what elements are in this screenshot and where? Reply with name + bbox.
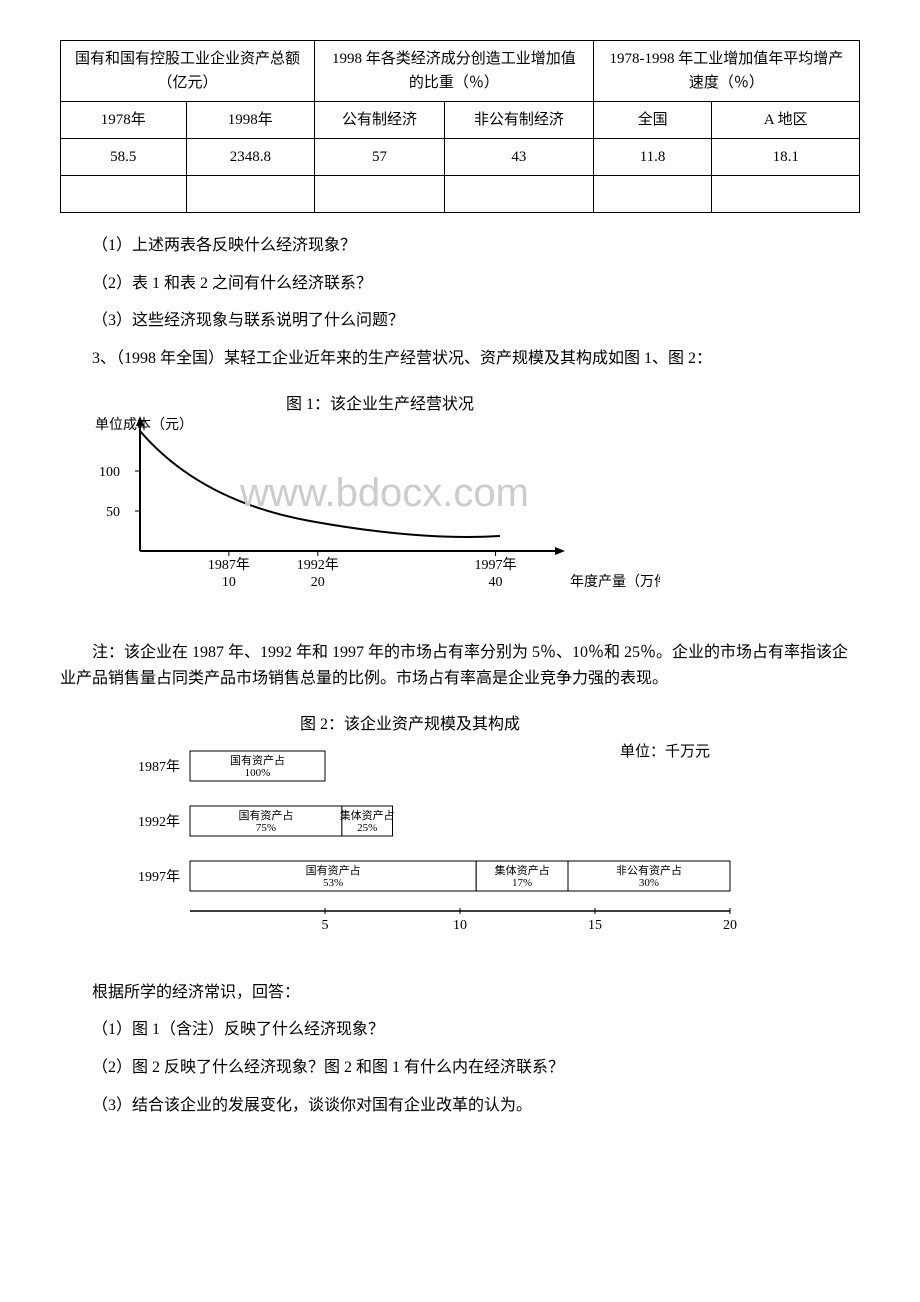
- svg-text:1997年: 1997年: [138, 869, 180, 885]
- svg-text:5: 5: [322, 918, 329, 933]
- question-2: （2）表 1 和表 2 之间有什么经济联系？: [60, 271, 860, 297]
- x-axis-arrow: [555, 547, 565, 555]
- chart-2-svg: 图 2：该企业资产规模及其构成 单位：千万元 1987年国有资产占100%199…: [60, 711, 760, 951]
- svg-text:20: 20: [723, 918, 737, 933]
- chart-1-title: 图 1：该企业生产经营状况: [286, 395, 474, 413]
- svg-text:10: 10: [222, 575, 236, 590]
- cell-national-val: 11.8: [593, 139, 712, 176]
- cell-1998-val: 2348.8: [186, 139, 315, 176]
- empty-cell: [61, 176, 187, 213]
- svg-text:50: 50: [106, 505, 120, 520]
- subhead-1998: 1998年: [186, 102, 315, 139]
- chart-1-xlabel: 年度产量（万件）: [570, 574, 660, 590]
- svg-text:1987年: 1987年: [138, 759, 180, 775]
- empty-cell: [712, 176, 860, 213]
- svg-text:15: 15: [588, 918, 602, 933]
- svg-text:100: 100: [99, 465, 120, 480]
- cell-region-a-val: 18.1: [712, 139, 860, 176]
- cell-1978-val: 58.5: [61, 139, 187, 176]
- svg-text:1992年: 1992年: [297, 557, 339, 573]
- chart-2-unit-label: 单位：千万元: [620, 743, 710, 760]
- subhead-public: 公有制经济: [315, 102, 445, 139]
- svg-text:10: 10: [453, 918, 467, 933]
- question-3: （3）这些经济现象与联系说明了什么问题？: [60, 308, 860, 334]
- svg-text:40: 40: [489, 575, 503, 590]
- cell-nonpublic-val: 43: [445, 139, 594, 176]
- empty-cell: [593, 176, 712, 213]
- table-header-growth: 1978-1998 年工业增加值年平均增产速度（％）: [593, 41, 859, 102]
- chart-1-ylabel: 单位成本（元）: [95, 417, 193, 433]
- chart-2-title: 图 2：该企业资产规模及其构成: [300, 715, 520, 733]
- question-1: （1）上述两表各反映什么经济现象？: [60, 233, 860, 259]
- chart-1-svg: 图 1：该企业生产经营状况 单位成本（元） 100 50 1987年 10 1992年…: [60, 391, 660, 611]
- subhead-nonpublic: 非公有制经济: [445, 102, 594, 139]
- data-table-1: 国有和国有控股工业企业资产总额（亿元） 1998 年各类经济成分创造工业增加值的…: [60, 40, 860, 213]
- svg-text:1992年: 1992年: [138, 814, 180, 830]
- question-6: （3）结合该企业的发展变化，谈谈你对国有企业改革的认为。: [60, 1093, 860, 1119]
- empty-cell: [445, 176, 594, 213]
- svg-text:1987年: 1987年: [208, 557, 250, 573]
- svg-text:20: 20: [311, 575, 325, 590]
- table-header-share: 1998 年各类经济成分创造工业增加值的比重（％）: [315, 41, 594, 102]
- table-header-assets: 国有和国有控股工业企业资产总额（亿元）: [61, 41, 315, 102]
- chart-1-container: 图 1：该企业生产经营状况 单位成本（元） 100 50 1987年 10 1992年…: [60, 391, 860, 620]
- problem-3-intro: 3、（1998 年全国）某轻工企业近年来的生产经营状况、资产规模及其构成如图 1…: [60, 346, 860, 372]
- empty-cell: [315, 176, 445, 213]
- subhead-1978: 1978年: [61, 102, 187, 139]
- cost-curve: [140, 431, 500, 537]
- question-4: （1）图 1（含注）反映了什么经济现象？: [60, 1017, 860, 1043]
- subhead-region-a: A 地区: [712, 102, 860, 139]
- after-chart2-text: 根据所学的经济常识，回答：: [60, 980, 860, 1006]
- chart-2-container: 图 2：该企业资产规模及其构成 单位：千万元 1987年国有资产占100%199…: [60, 711, 860, 960]
- svg-text:1997年: 1997年: [475, 557, 517, 573]
- subhead-national: 全国: [593, 102, 712, 139]
- chart-1-note: 注：该企业在 1987 年、1992 年和 1997 年的市场占有率分别为 5％…: [60, 640, 860, 691]
- question-5: （2）图 2 反映了什么经济现象？图 2 和图 1 有什么内在经济联系？: [60, 1055, 860, 1081]
- empty-cell: [186, 176, 315, 213]
- cell-public-val: 57: [315, 139, 445, 176]
